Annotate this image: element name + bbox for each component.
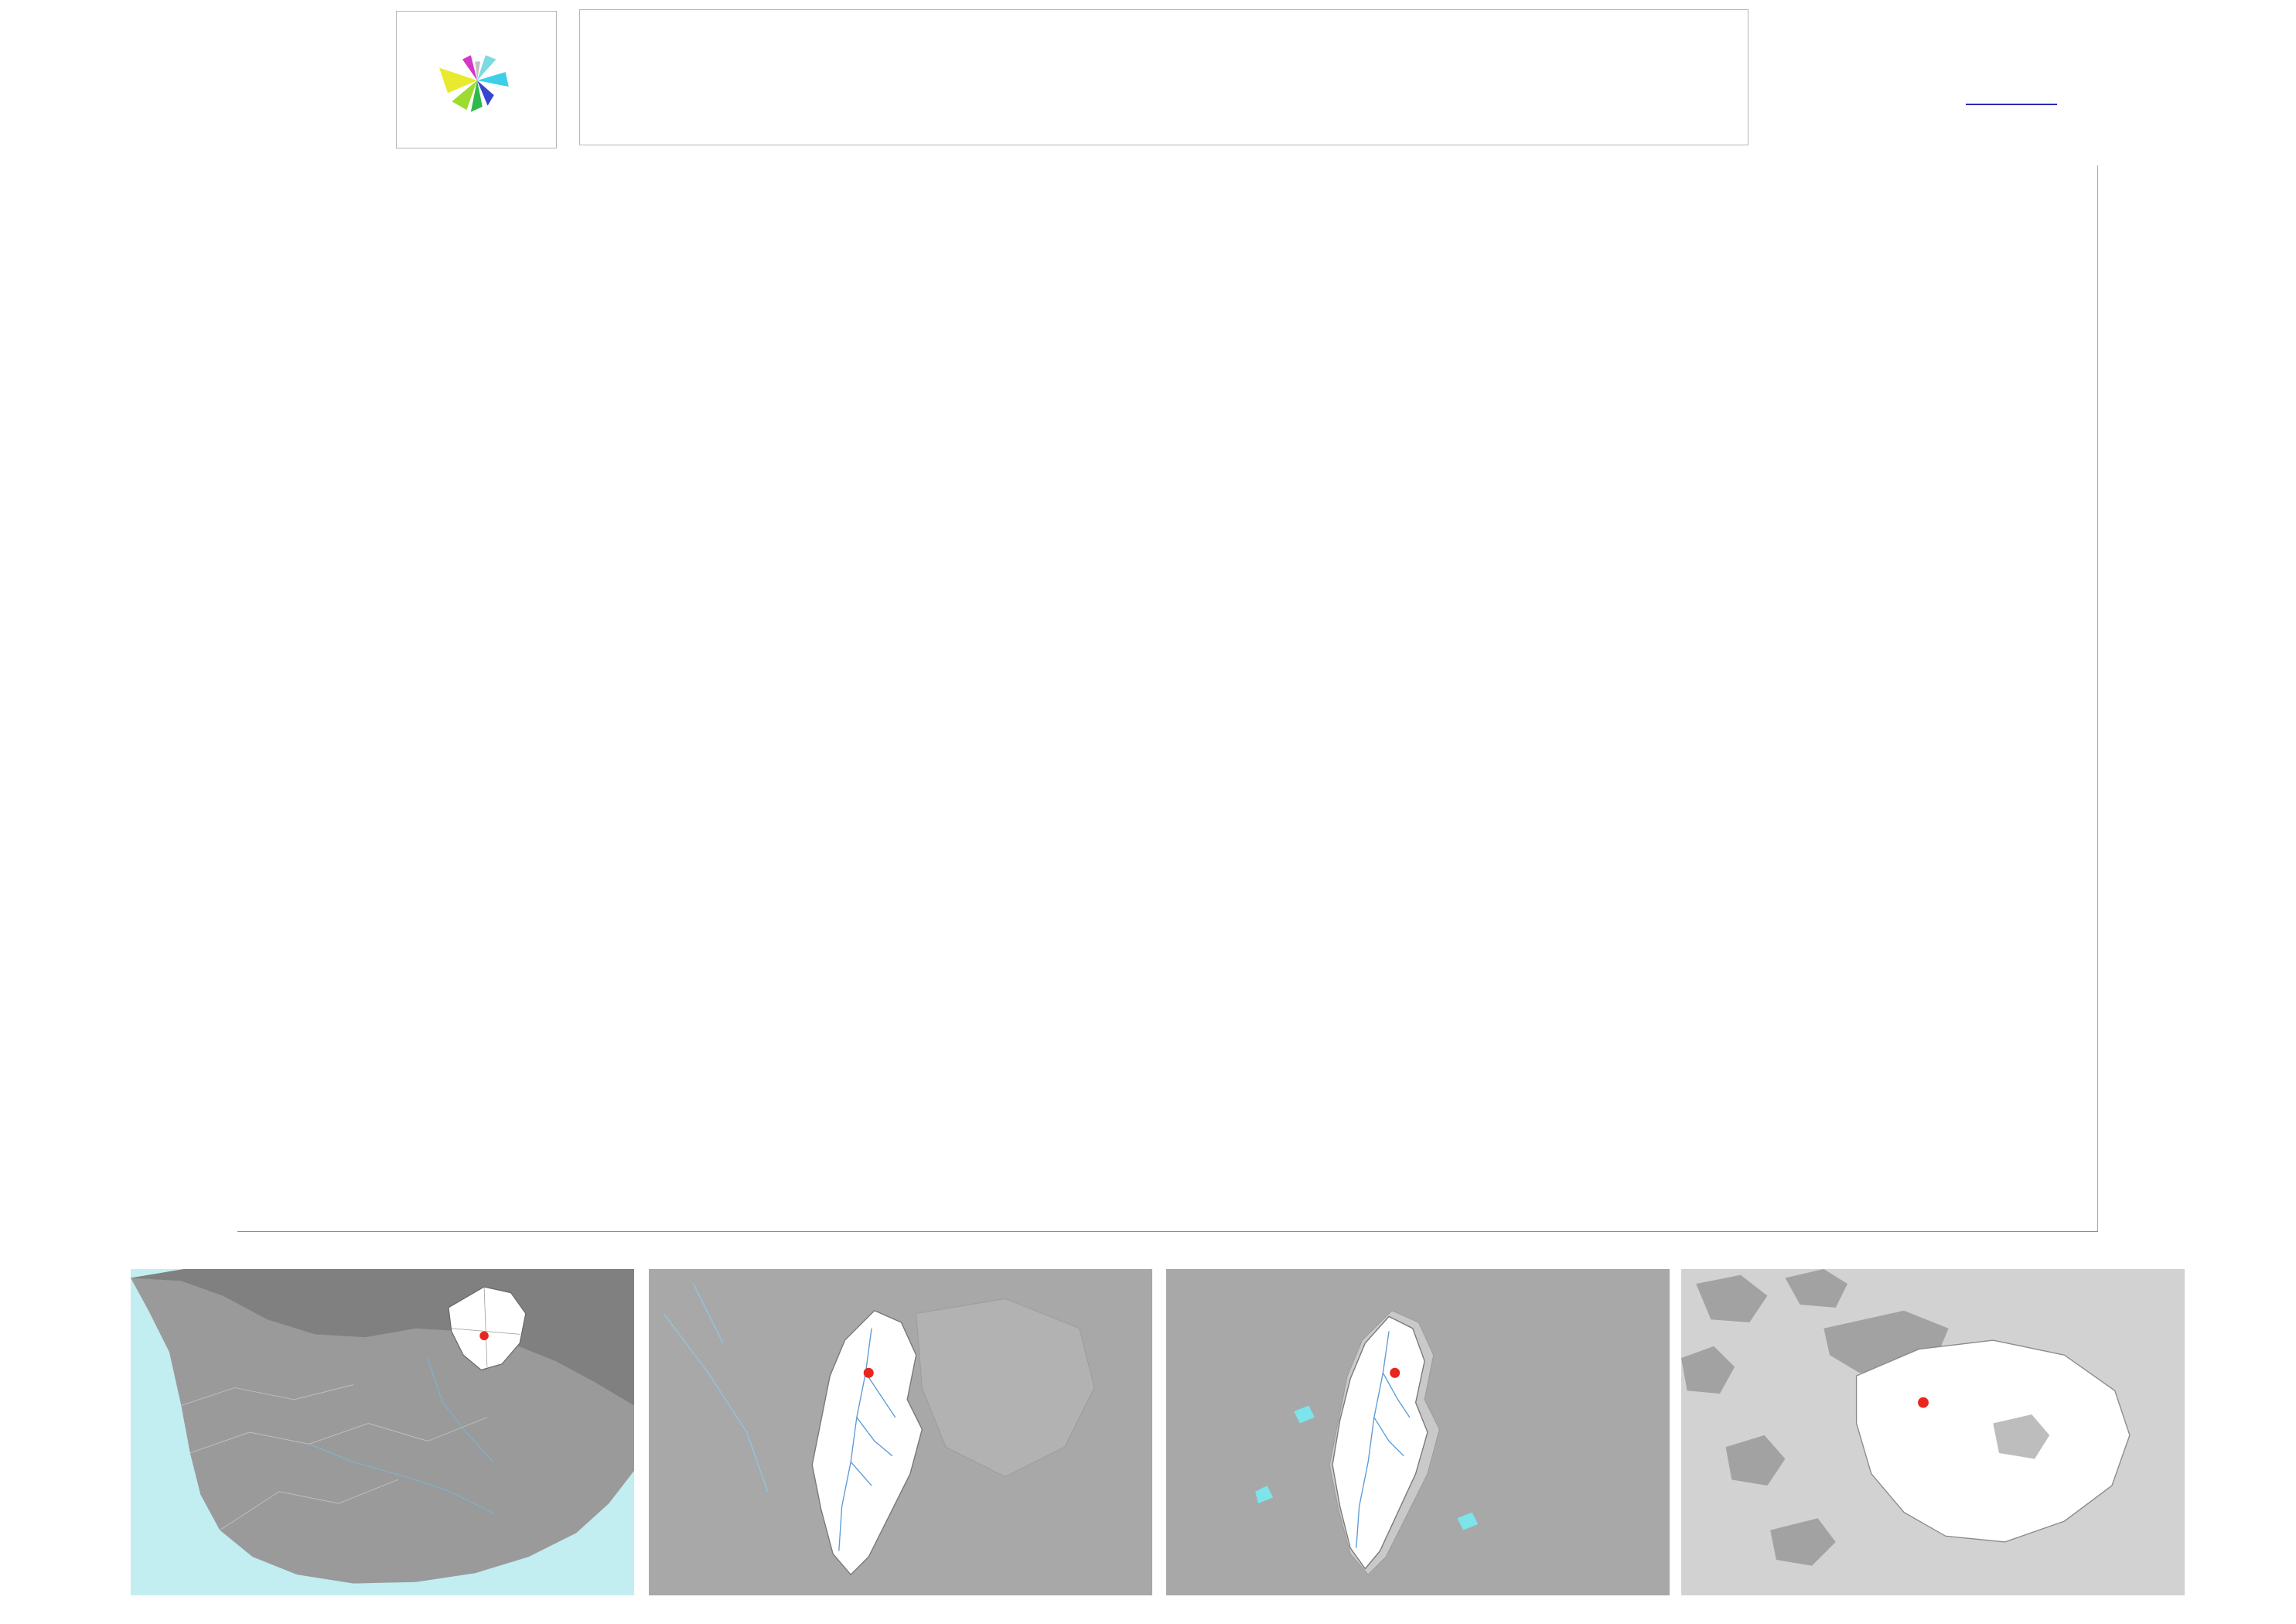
neighbour-patch <box>1725 1435 1786 1486</box>
rivers <box>663 1283 769 1492</box>
waterbody <box>1457 1512 1479 1530</box>
inclusion-patch <box>1993 1414 2050 1459</box>
rivers <box>309 1357 495 1514</box>
maucha-sector <box>475 61 481 80</box>
map-panel-country <box>131 1269 634 1595</box>
site-marker <box>863 1367 874 1378</box>
region-b-subdivisions <box>451 1287 520 1367</box>
x-axis-line <box>237 1231 2098 1232</box>
map-primary-svg <box>649 1269 1152 1595</box>
maucha-sector <box>477 72 509 87</box>
map-panel-quaternary <box>1681 1269 2185 1595</box>
catchment-b41-highlight <box>1332 1315 1428 1570</box>
map-panel-secondary <box>1166 1269 1670 1595</box>
neighbour-patch <box>1681 1346 1735 1394</box>
catchment-boundaries <box>181 1384 488 1531</box>
median-line-sample <box>1966 104 2057 105</box>
waterbody <box>1255 1486 1274 1504</box>
catchment-b4-highlight <box>811 1309 923 1576</box>
region-b-highlight <box>448 1286 527 1371</box>
plot-right-border <box>2097 165 2098 1231</box>
maucha-sector <box>439 67 477 94</box>
catchment-b41h-highlight <box>1855 1339 2131 1543</box>
map-country-svg <box>131 1269 634 1595</box>
map-panel-primary <box>649 1269 1152 1595</box>
site-marker <box>479 1331 489 1341</box>
stat-column-headers <box>119 93 237 147</box>
maucha-diagram-box <box>396 11 557 148</box>
maucha-sector <box>470 80 483 112</box>
neighbour-region <box>916 1298 1095 1478</box>
neighbour-patch <box>1696 1274 1768 1323</box>
title-box <box>579 9 1748 145</box>
locator-maps <box>0 1269 2296 1597</box>
maucha-sector <box>477 55 496 80</box>
neighbour-patch <box>1785 1269 1848 1308</box>
map-quaternary-svg <box>1681 1269 2185 1595</box>
maucha-sector <box>452 80 477 111</box>
catchment-rivers <box>1356 1331 1411 1548</box>
site-marker <box>1918 1397 1929 1408</box>
maucha-sector <box>462 55 477 80</box>
neighbour-patch <box>1770 1518 1836 1566</box>
maucha-sector <box>477 80 494 106</box>
map-secondary-svg <box>1166 1269 1670 1595</box>
maucha-diagram <box>439 55 509 112</box>
catchment-rivers <box>838 1328 896 1551</box>
medians-legend-label <box>1966 94 2062 113</box>
legend-area <box>1771 31 2293 167</box>
waterbody <box>1294 1405 1315 1424</box>
site-marker <box>1390 1367 1400 1378</box>
